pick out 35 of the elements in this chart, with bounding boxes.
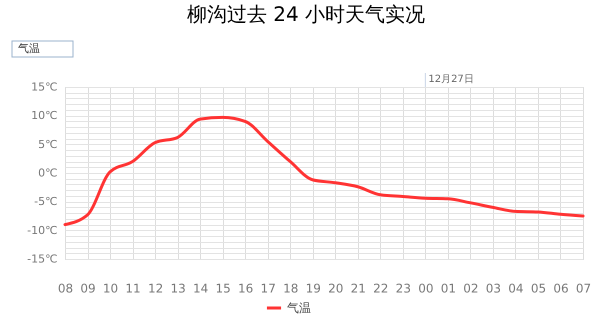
x-tick-label: 14 <box>192 282 208 296</box>
x-tick-label: 08 <box>58 282 74 296</box>
ref-line-label: 12月27日 <box>428 74 474 85</box>
y-tick-label: -5℃ <box>34 195 58 208</box>
x-tick-label: 06 <box>553 282 569 296</box>
x-tick-label: 23 <box>396 282 411 296</box>
x-tick-label: 19 <box>306 282 321 296</box>
x-tick-label: 15 <box>216 282 231 296</box>
x-tick-label: 17 <box>260 282 276 296</box>
chart-title: 柳沟过去 24 小时天气实况 <box>186 2 426 26</box>
x-tick-label: 12 <box>148 282 164 296</box>
x-tick-label: 16 <box>238 282 254 296</box>
legend-label: 气温 <box>287 301 311 315</box>
x-tick-label: 13 <box>170 282 186 296</box>
y-tick-label: 15℃ <box>31 80 58 94</box>
x-tick-label: 01 <box>440 282 456 296</box>
text: 气温 <box>18 42 40 55</box>
x-tick-label: 09 <box>80 282 96 296</box>
y-tick-label: 10℃ <box>31 109 58 122</box>
x-tick-label: 18 <box>283 282 298 296</box>
x-tick-label: 02 <box>463 282 479 296</box>
x-tick-label: 00 <box>418 282 434 296</box>
x-tick-label: 03 <box>486 282 502 296</box>
x-tick-label: 07 <box>576 282 592 296</box>
x-tick-label: 10 <box>102 282 118 296</box>
x-tick-label: 11 <box>125 282 141 296</box>
y-tick-label: -15℃ <box>27 252 58 266</box>
x-tick-label: 05 <box>530 282 546 296</box>
y-tick-label: 5℃ <box>38 138 58 151</box>
x-tick-label: 04 <box>508 282 524 296</box>
x-tick-label: 20 <box>328 282 344 296</box>
x-tick-label: 22 <box>373 282 388 296</box>
x-tick-label: 21 <box>350 282 366 296</box>
y-tick-label: 0℃ <box>38 166 58 180</box>
y-tick-label: -10℃ <box>27 224 58 237</box>
